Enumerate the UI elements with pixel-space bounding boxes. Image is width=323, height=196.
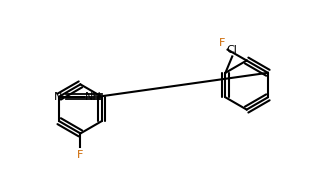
Text: NH: NH bbox=[85, 92, 102, 102]
Text: Cl: Cl bbox=[227, 45, 238, 55]
Text: N: N bbox=[54, 92, 62, 102]
Text: F: F bbox=[218, 38, 225, 48]
Text: F: F bbox=[77, 150, 84, 160]
